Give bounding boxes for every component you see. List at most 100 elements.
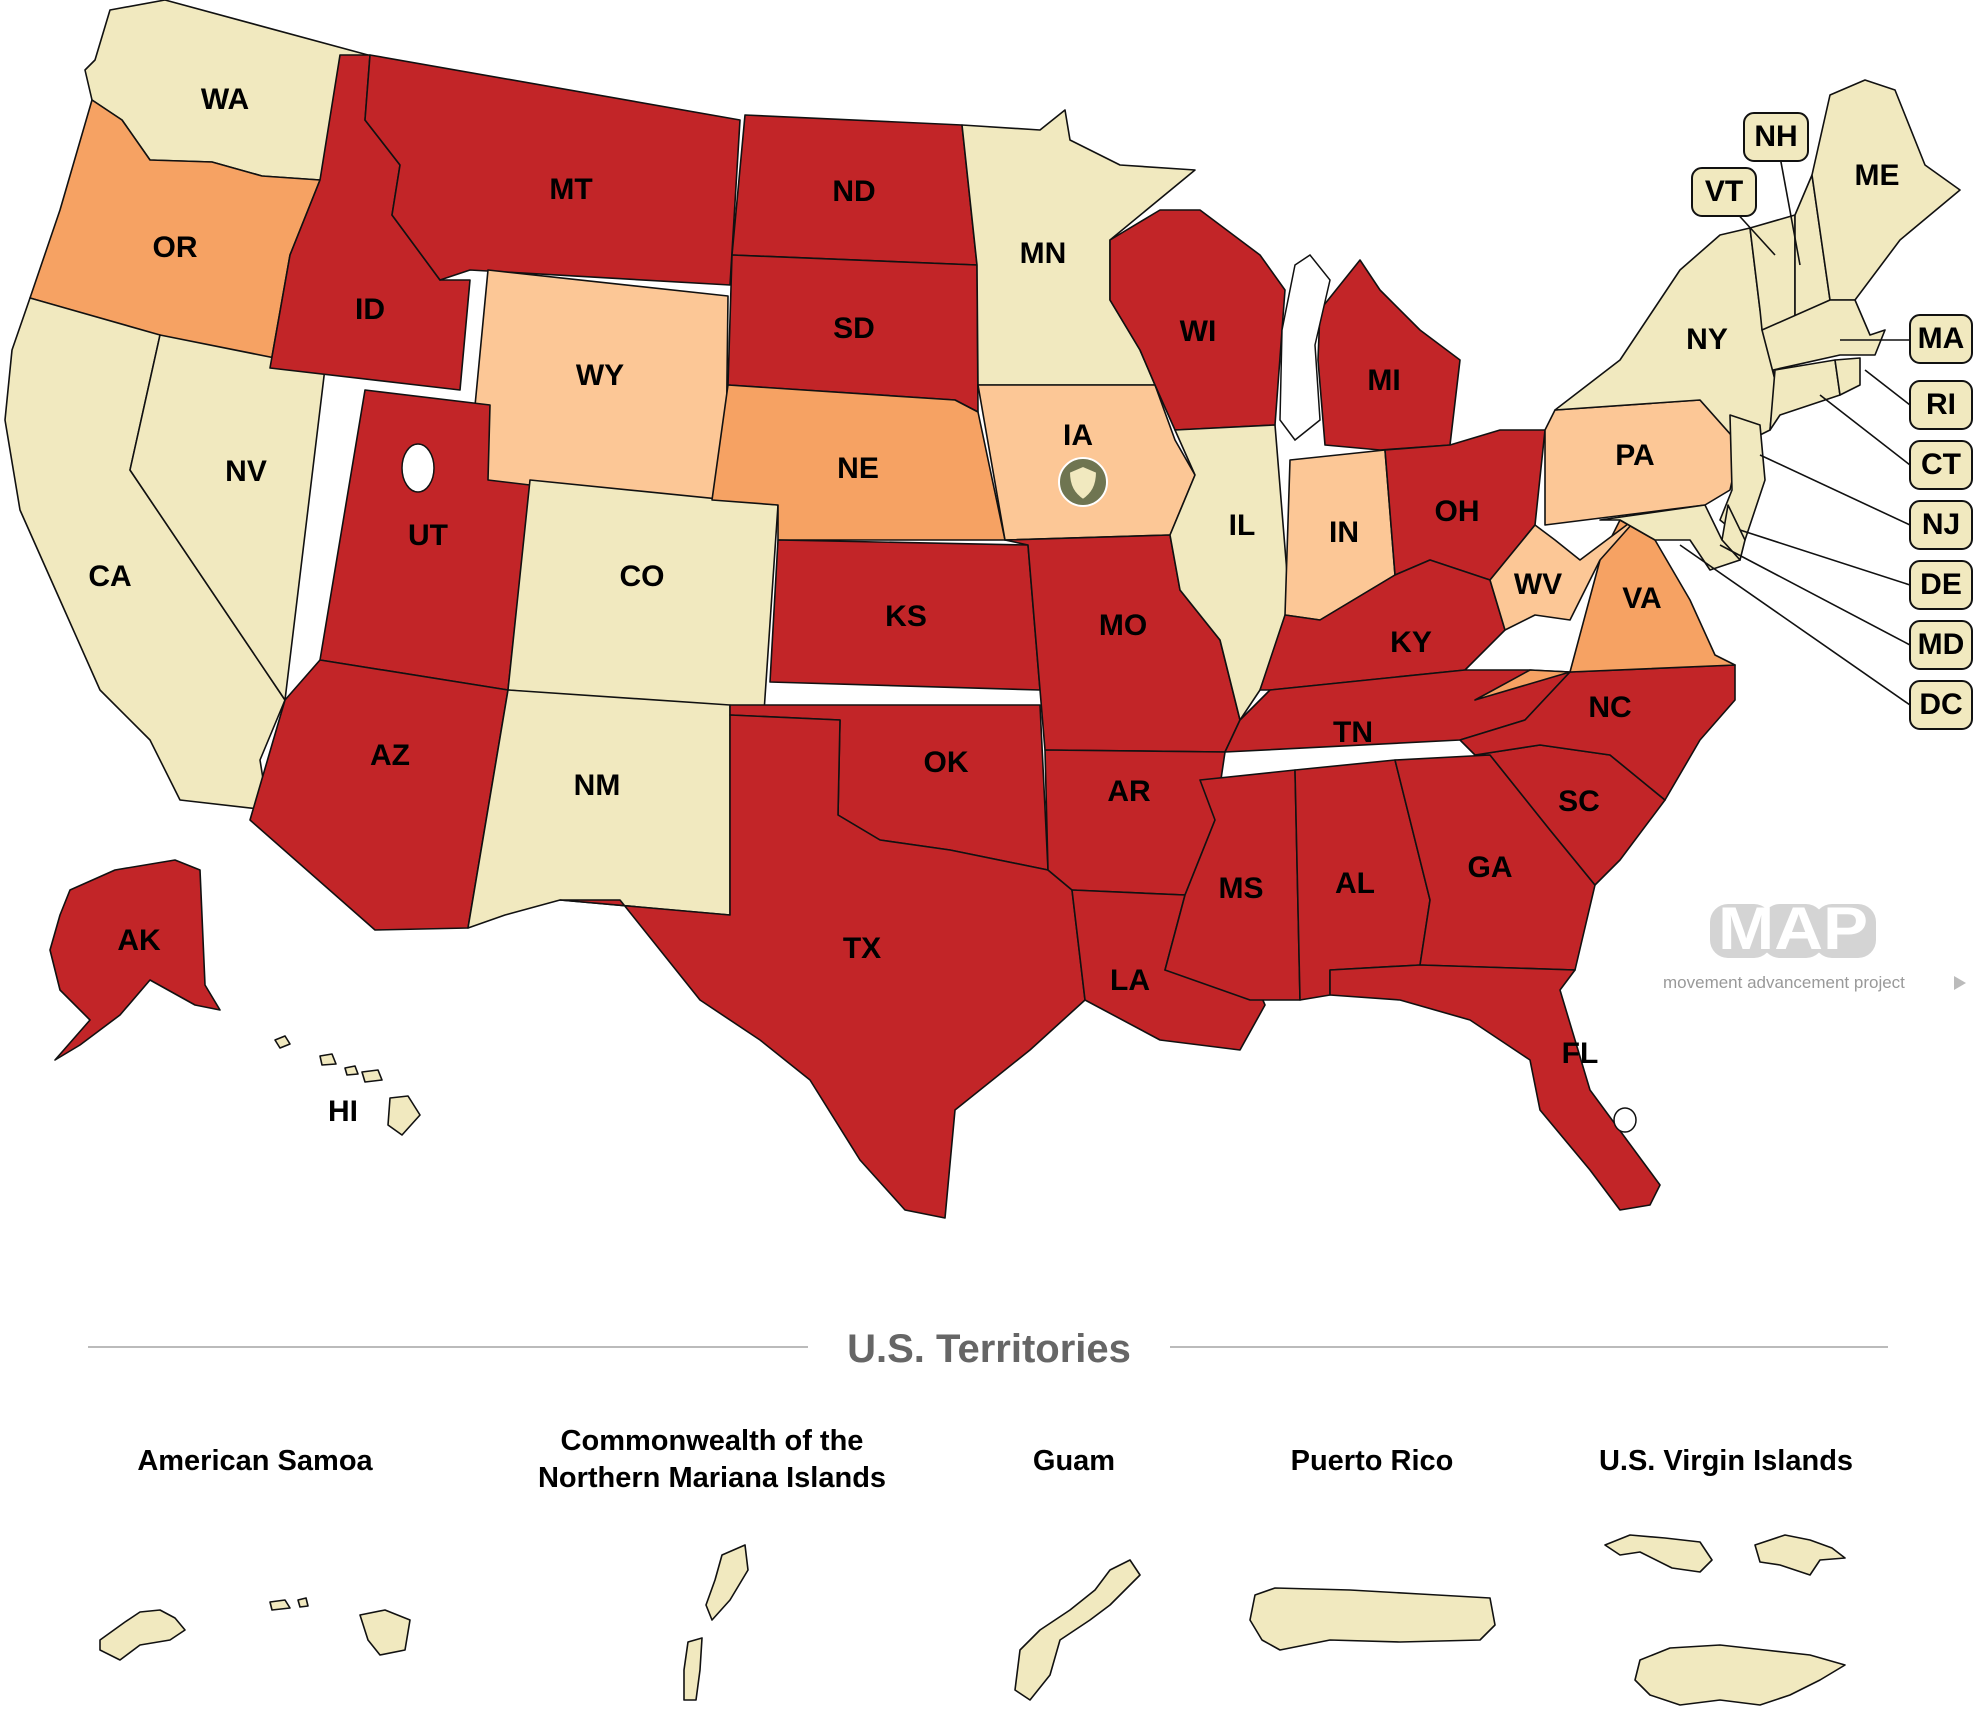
label-ar: AR bbox=[1107, 775, 1151, 808]
state-md bbox=[1599, 504, 1741, 571]
territory-title-usvi: U.S. Virgin Islands bbox=[1599, 1445, 1853, 1477]
territory-title-puerto-rico: Puerto Rico bbox=[1291, 1445, 1454, 1477]
label-nv: NV bbox=[225, 455, 267, 488]
callout-ri-box bbox=[1909, 380, 1973, 430]
state-shapes bbox=[4, 0, 1961, 1219]
callout-nj: NJ bbox=[1922, 508, 1960, 541]
label-mi: MI bbox=[1367, 364, 1400, 397]
label-mt: MT bbox=[549, 173, 592, 206]
label-wy: WY bbox=[576, 359, 624, 392]
label-ks: KS bbox=[885, 600, 927, 633]
state-ri bbox=[1834, 357, 1861, 396]
label-tn: TN bbox=[1333, 716, 1373, 749]
label-az: AZ bbox=[370, 739, 410, 772]
logo-letters: MAP bbox=[1718, 895, 1868, 962]
territory-title-american-samoa: American Samoa bbox=[137, 1445, 373, 1477]
territory-title-cnmi-line2: Northern Mariana Islands bbox=[538, 1462, 886, 1494]
state-mt bbox=[364, 54, 741, 286]
state-il bbox=[1169, 424, 1291, 721]
state-ak bbox=[49, 859, 221, 1061]
label-ms: MS bbox=[1219, 872, 1264, 905]
map-logo: MAP movement advancement project bbox=[1663, 895, 1966, 992]
state-tx bbox=[559, 714, 1086, 1219]
territory-title-cnmi-line1: Commonwealth of the bbox=[561, 1425, 864, 1457]
label-la: LA bbox=[1110, 964, 1150, 997]
callout-nh-box bbox=[1743, 112, 1809, 162]
state-labels: WA OR CA NV ID MT WY UT CO AZ NM ND SD N… bbox=[88, 83, 1899, 1128]
label-co: CO bbox=[620, 560, 665, 593]
label-va: VA bbox=[1622, 582, 1661, 615]
label-ia: IA bbox=[1063, 419, 1093, 452]
logo-tagline: movement advancement project bbox=[1663, 973, 1905, 992]
label-wv: WV bbox=[1514, 568, 1562, 601]
label-ny: NY bbox=[1686, 323, 1728, 356]
label-mn: MN bbox=[1020, 237, 1067, 270]
label-wa: WA bbox=[201, 83, 249, 116]
callout-vt: VT bbox=[1705, 175, 1743, 208]
label-me: ME bbox=[1855, 159, 1900, 192]
callout-nh: NH bbox=[1754, 120, 1797, 153]
logo-m-bg bbox=[1710, 904, 1772, 958]
state-mi bbox=[1317, 259, 1461, 451]
callout-ma-box bbox=[1909, 314, 1973, 364]
label-ne: NE bbox=[837, 452, 879, 485]
callout-dc-box bbox=[1909, 680, 1973, 730]
great-salt-lake bbox=[401, 443, 435, 493]
label-wi: WI bbox=[1180, 315, 1217, 348]
callout-ct-box bbox=[1909, 440, 1973, 490]
label-sc: SC bbox=[1558, 785, 1600, 818]
play-arrow-icon bbox=[1954, 976, 1966, 990]
callout-nj-box bbox=[1909, 500, 1973, 550]
territory-puerto-rico bbox=[1249, 1587, 1496, 1651]
territory-american-samoa bbox=[99, 1597, 411, 1661]
label-ut: UT bbox=[408, 519, 448, 552]
lake-michigan bbox=[1279, 253, 1331, 442]
label-sd: SD bbox=[833, 312, 875, 345]
label-nc: NC bbox=[1588, 691, 1631, 724]
callout-dc: DC bbox=[1919, 688, 1962, 721]
shield-icon bbox=[1058, 457, 1108, 507]
callout-md: MD bbox=[1918, 628, 1965, 661]
callout-vt-box bbox=[1691, 167, 1757, 217]
label-in: IN bbox=[1329, 516, 1359, 549]
territory-usvi bbox=[1604, 1534, 1846, 1706]
northeast-callouts: NH VT MA RI CT NJ DE MD DC bbox=[1679, 112, 1973, 730]
logo-p-bg bbox=[1814, 904, 1876, 958]
state-wv bbox=[1489, 514, 1641, 631]
callout-ma: MA bbox=[1918, 322, 1965, 355]
label-nm: NM bbox=[574, 769, 621, 802]
label-ak: AK bbox=[117, 924, 161, 957]
label-oh: OH bbox=[1435, 495, 1480, 528]
territory-title-guam: Guam bbox=[1033, 1445, 1115, 1477]
territory-guam bbox=[1014, 1559, 1141, 1701]
callout-ct: CT bbox=[1921, 448, 1961, 481]
logo-a-bg bbox=[1762, 904, 1824, 958]
label-pa: PA bbox=[1615, 439, 1654, 472]
state-fl bbox=[1329, 964, 1661, 1211]
callout-ri: RI bbox=[1926, 388, 1956, 421]
label-nd: ND bbox=[832, 175, 875, 208]
state-co bbox=[507, 479, 779, 713]
lake-okeechobee bbox=[1613, 1107, 1637, 1133]
label-fl: FL bbox=[1562, 1037, 1599, 1070]
label-mo: MO bbox=[1099, 609, 1147, 642]
territories-section: U.S. Territories American Samoa Commonwe… bbox=[88, 1327, 1888, 1706]
label-ca: CA bbox=[88, 560, 131, 593]
label-ok: OK bbox=[924, 746, 969, 779]
label-tx: TX bbox=[843, 932, 881, 965]
state-hi bbox=[274, 1035, 421, 1136]
state-ne bbox=[711, 384, 1006, 541]
label-al: AL bbox=[1335, 867, 1375, 900]
label-ky: KY bbox=[1390, 626, 1432, 659]
callout-de-box bbox=[1909, 560, 1973, 610]
territories-title: U.S. Territories bbox=[847, 1327, 1131, 1371]
state-ct bbox=[1769, 359, 1841, 431]
label-or: OR bbox=[153, 231, 198, 264]
state-nm bbox=[467, 689, 731, 929]
label-ga: GA bbox=[1468, 851, 1513, 884]
label-hi: HI bbox=[328, 1095, 358, 1128]
label-id: ID bbox=[355, 293, 385, 326]
territory-cnmi bbox=[683, 1544, 749, 1701]
callout-md-box bbox=[1909, 620, 1973, 670]
